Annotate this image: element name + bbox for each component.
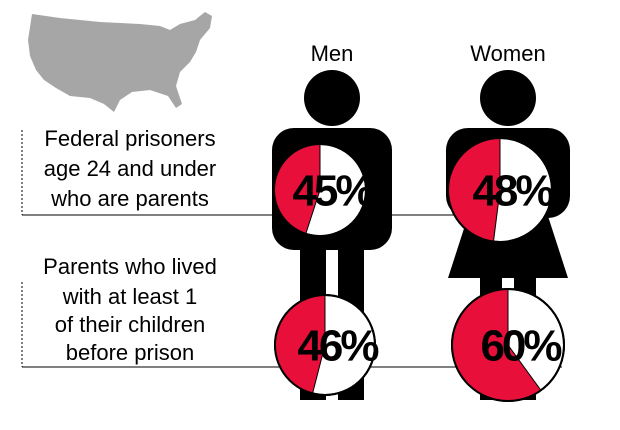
row-label: of their children	[55, 312, 205, 337]
value-label: 45%	[292, 167, 373, 216]
row-label: age 24 and under	[44, 156, 217, 181]
row-label: Federal prisoners	[44, 126, 215, 151]
pie-outline	[451, 288, 565, 402]
column-title: Women	[470, 41, 545, 66]
value-label: 46%	[297, 322, 378, 371]
value-label: 48%	[472, 167, 553, 216]
pie-outline	[274, 294, 376, 396]
row-label: with at least 1	[62, 284, 198, 309]
column-title: Men	[311, 41, 354, 66]
row-label: Parents who lived	[43, 254, 217, 279]
pie-outline	[447, 137, 553, 243]
value-label: 60%	[480, 322, 561, 371]
row-label: before prison	[66, 340, 194, 365]
us-map	[28, 12, 212, 112]
pie-outline	[273, 143, 367, 237]
row-label: who are parents	[50, 186, 209, 211]
